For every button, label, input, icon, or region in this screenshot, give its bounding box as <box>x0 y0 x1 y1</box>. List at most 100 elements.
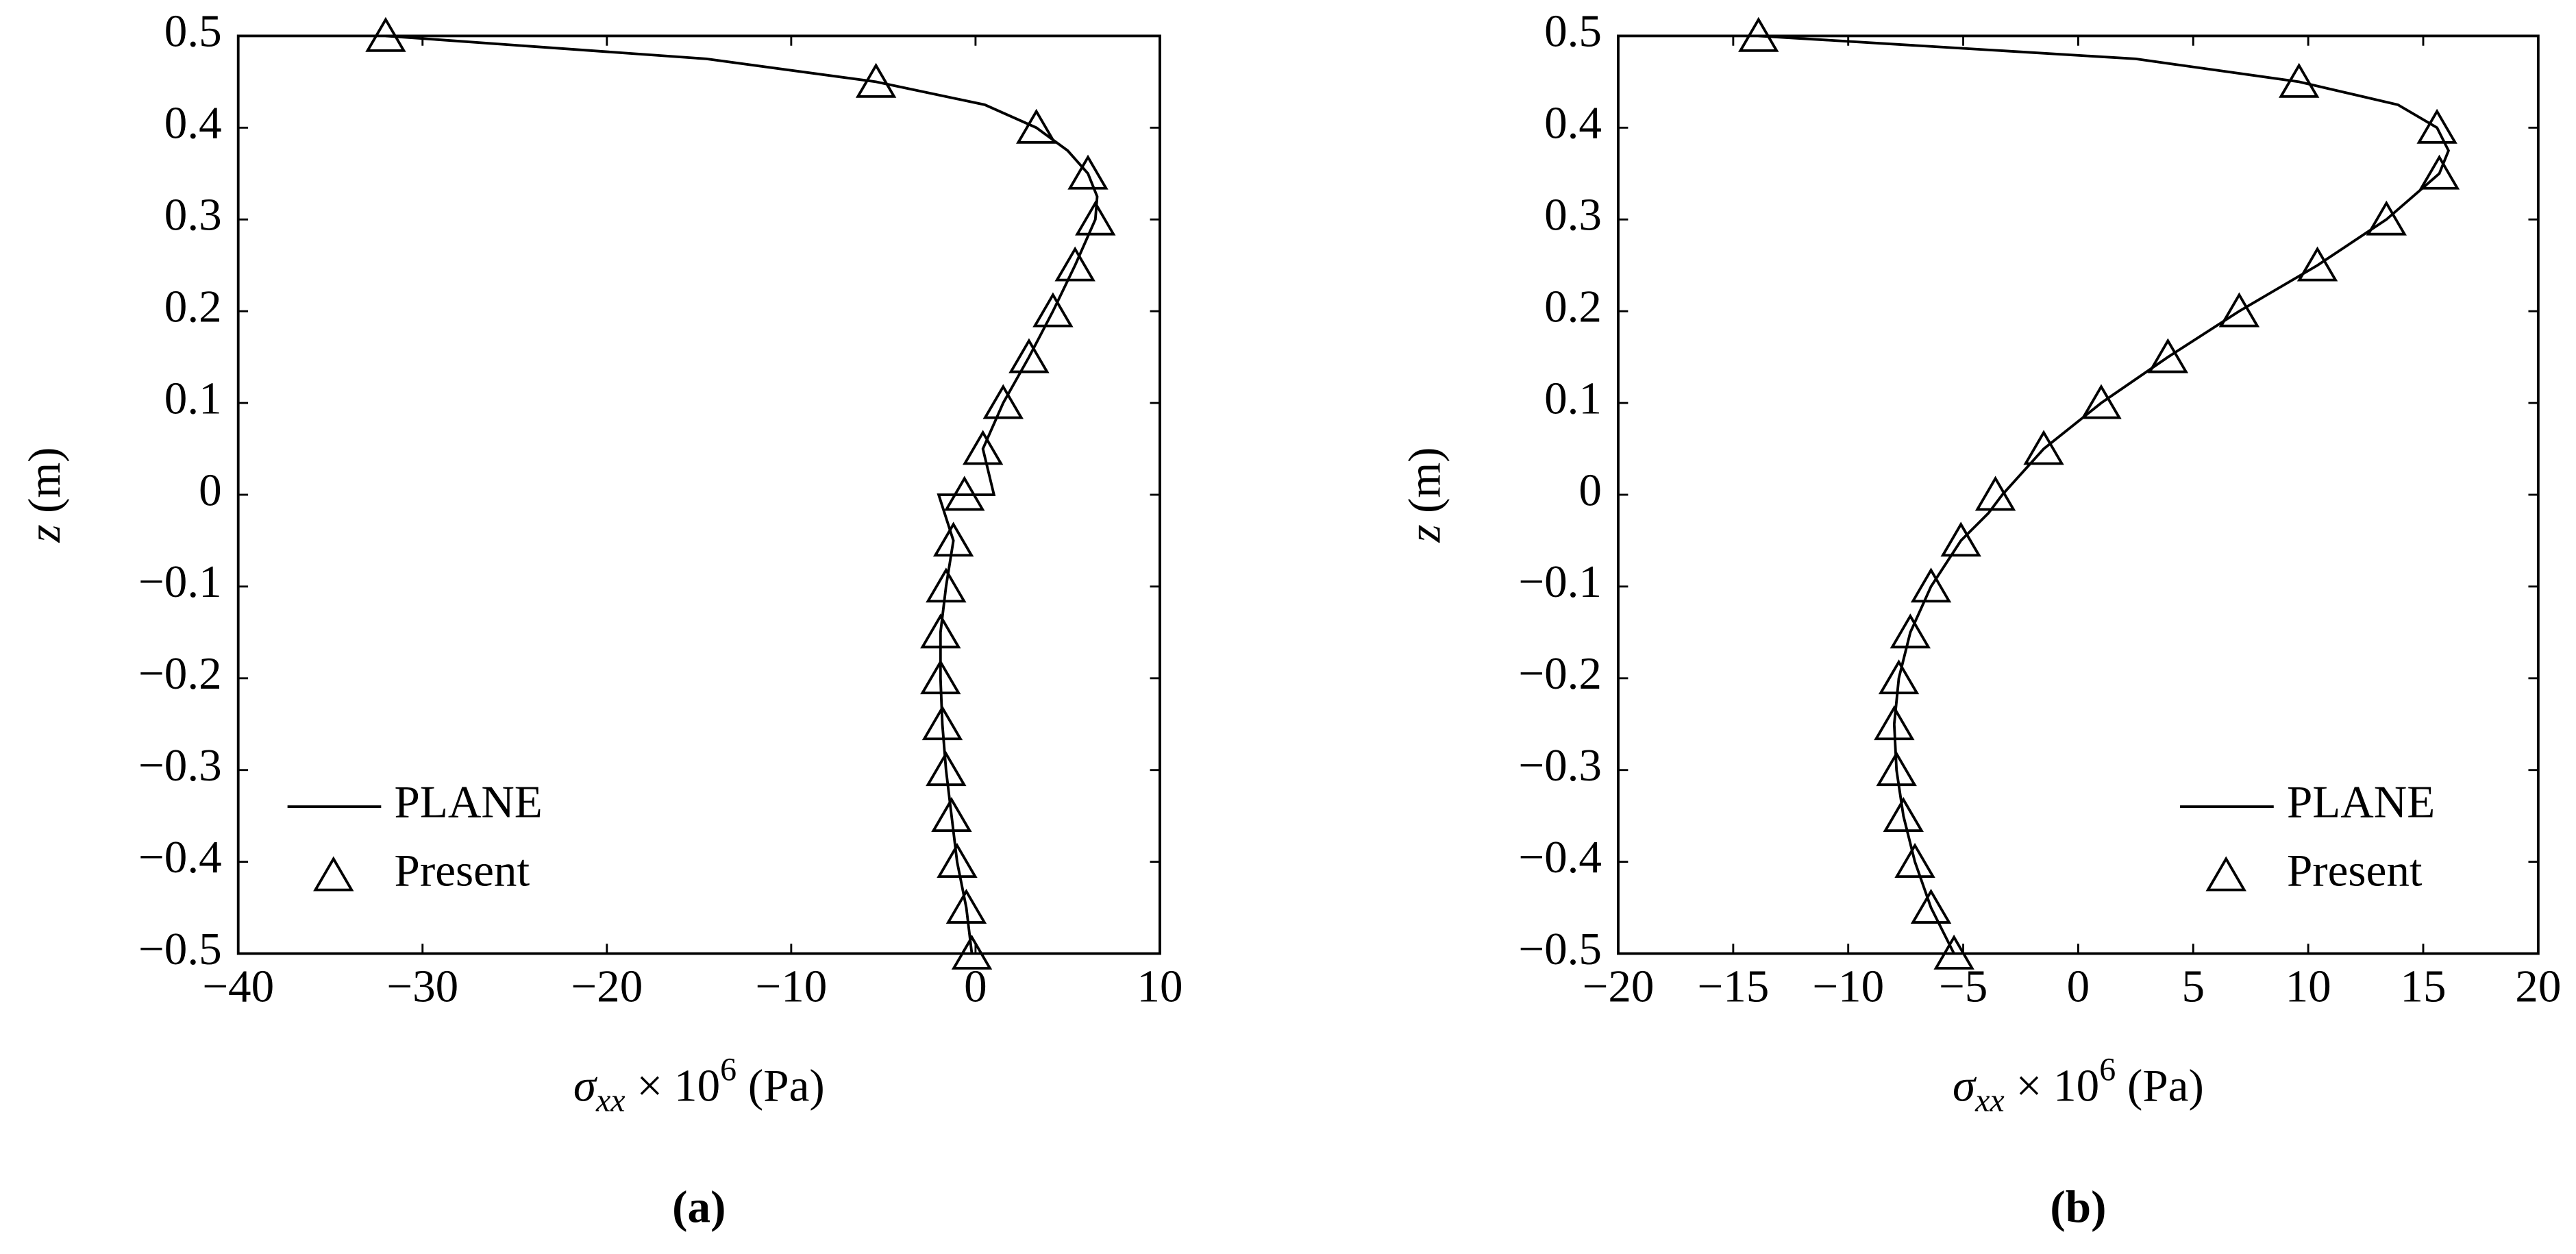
xlabel-unit: (Pa) <box>2116 1061 2204 1111</box>
panel-caption: (a) <box>672 1182 726 1233</box>
xlabel-symbol: σ <box>573 1061 598 1111</box>
y-tick-label: −0.1 <box>1518 556 1602 607</box>
y-tick-label: −0.4 <box>1518 832 1602 883</box>
y-tick-label: 0.2 <box>1544 282 1602 332</box>
present-marker <box>2023 430 2064 465</box>
x-tick-label: 15 <box>2400 961 2446 1012</box>
xlabel-superscript: 6 <box>720 1052 736 1088</box>
ylabel-unit: (m) <box>1399 447 1450 525</box>
present-marker <box>1910 888 1952 924</box>
present-marker <box>2218 292 2260 328</box>
present-marker <box>1054 246 1095 282</box>
legend-label: Present <box>395 846 530 896</box>
y-tick-label: −0.3 <box>138 740 222 791</box>
y-tick-label: −0.4 <box>138 832 222 883</box>
present-marker <box>1015 108 1057 144</box>
present-marker <box>1878 659 1920 695</box>
present-marker <box>2147 338 2189 373</box>
present-marker <box>920 659 961 695</box>
y-tick-label: 0.1 <box>164 373 222 424</box>
y-tick-label: 0 <box>1578 465 1602 515</box>
present-marker <box>982 384 1024 419</box>
present-marker <box>932 521 974 557</box>
panel: −40 −30 −20 −10 0 10 −0.5 −0.4 −0.3 −0.2 −0.1 0 0.1 0… <box>19 6 1182 1232</box>
y-tick-label: 0.3 <box>164 190 222 241</box>
x-tick-label: 0 <box>2067 961 2090 1012</box>
present-marker <box>920 613 961 649</box>
present-marker <box>1883 797 1924 833</box>
present-marker <box>1032 292 1074 328</box>
present-marker <box>962 430 1004 465</box>
x-tick-label: 0 <box>964 961 987 1012</box>
xlabel-superscript: 6 <box>2099 1052 2116 1088</box>
present-marker <box>1075 200 1116 236</box>
y-tick-label: 0.3 <box>1544 190 1602 241</box>
x-tick-label: −20 <box>1582 961 1654 1012</box>
ylabel-unit: (m) <box>19 447 70 525</box>
plot-frame <box>1617 34 2540 955</box>
present-marker <box>1910 567 1952 603</box>
legend-label: Present <box>2287 846 2423 896</box>
x-tick-label: 10 <box>1137 961 1182 1012</box>
x-tick-label: 10 <box>2286 961 2331 1012</box>
y-tick-label: 0.5 <box>1544 6 1602 57</box>
present-marker <box>2366 200 2407 236</box>
x-tick-label: −10 <box>755 961 827 1012</box>
present-marker <box>926 751 967 787</box>
xlabel-subscript: xx <box>595 1083 626 1119</box>
xlabel-middle: × 10 <box>626 1061 721 1111</box>
y-tick-label: 0.4 <box>164 98 222 149</box>
x-axis-label: σxx × 106 (Pa) <box>573 1052 825 1119</box>
y-tick-label: −0.5 <box>1518 924 1602 974</box>
xlabel-subscript: xx <box>1974 1083 2005 1119</box>
plot-frame <box>236 34 1161 955</box>
xlabel-symbol: σ <box>1953 1061 1977 1111</box>
present-marker <box>945 888 987 924</box>
legend-label: PLANE <box>395 777 543 828</box>
y-tick-label: −0.3 <box>1518 740 1602 791</box>
x-tick-label: −40 <box>202 961 274 1012</box>
present-marker <box>1874 705 1915 741</box>
plane-line <box>385 34 1099 954</box>
ylabel-symbol: z <box>1399 525 1450 543</box>
present-marker <box>2296 246 2338 282</box>
present-marker <box>2081 384 2122 419</box>
x-tick-label: 20 <box>2515 961 2561 1012</box>
y-axis-label: z (m) <box>1399 447 1450 543</box>
legend-marker <box>2205 856 2246 892</box>
x-tick-label: −5 <box>1939 961 1987 1012</box>
xlabel-middle: × 10 <box>2005 1061 2100 1111</box>
plane-line <box>1758 34 2451 955</box>
y-tick-label: −0.2 <box>138 648 222 699</box>
xlabel-unit: (Pa) <box>736 1061 825 1111</box>
present-marker <box>937 843 978 878</box>
y-tick-label: 0.4 <box>1544 98 1602 149</box>
y-tick-label: −0.1 <box>138 556 222 607</box>
present-marker <box>2278 62 2320 98</box>
y-tick-label: 0.5 <box>164 6 222 57</box>
present-marker <box>1890 613 1931 649</box>
panel: −20 −15 −10 −5 0 5 10 15 20 −0.5 −0.4 −0.3 −0.2 −0.1 0… <box>1399 6 2561 1232</box>
present-marker <box>1940 521 1981 557</box>
present-marker <box>1067 154 1109 190</box>
present-marker <box>855 62 897 98</box>
y-axis-label: z (m) <box>19 447 70 543</box>
present-marker <box>944 476 985 511</box>
ylabel-symbol: z <box>19 525 70 543</box>
legend-label: PLANE <box>2287 777 2435 828</box>
x-axis-label: σxx × 106 (Pa) <box>1953 1052 2204 1119</box>
present-marker <box>2418 154 2460 190</box>
present-marker <box>931 797 972 833</box>
present-marker <box>1894 843 1935 878</box>
x-tick-label: −30 <box>386 961 458 1012</box>
x-tick-label: −10 <box>1812 961 1884 1012</box>
x-tick-label: −15 <box>1697 961 1769 1012</box>
y-tick-label: 0.1 <box>1544 373 1602 424</box>
y-tick-label: −0.5 <box>138 924 222 974</box>
present-marker <box>926 567 967 603</box>
present-marker <box>2416 108 2457 144</box>
x-tick-label: −20 <box>571 961 643 1012</box>
y-tick-label: 0.2 <box>164 282 222 332</box>
